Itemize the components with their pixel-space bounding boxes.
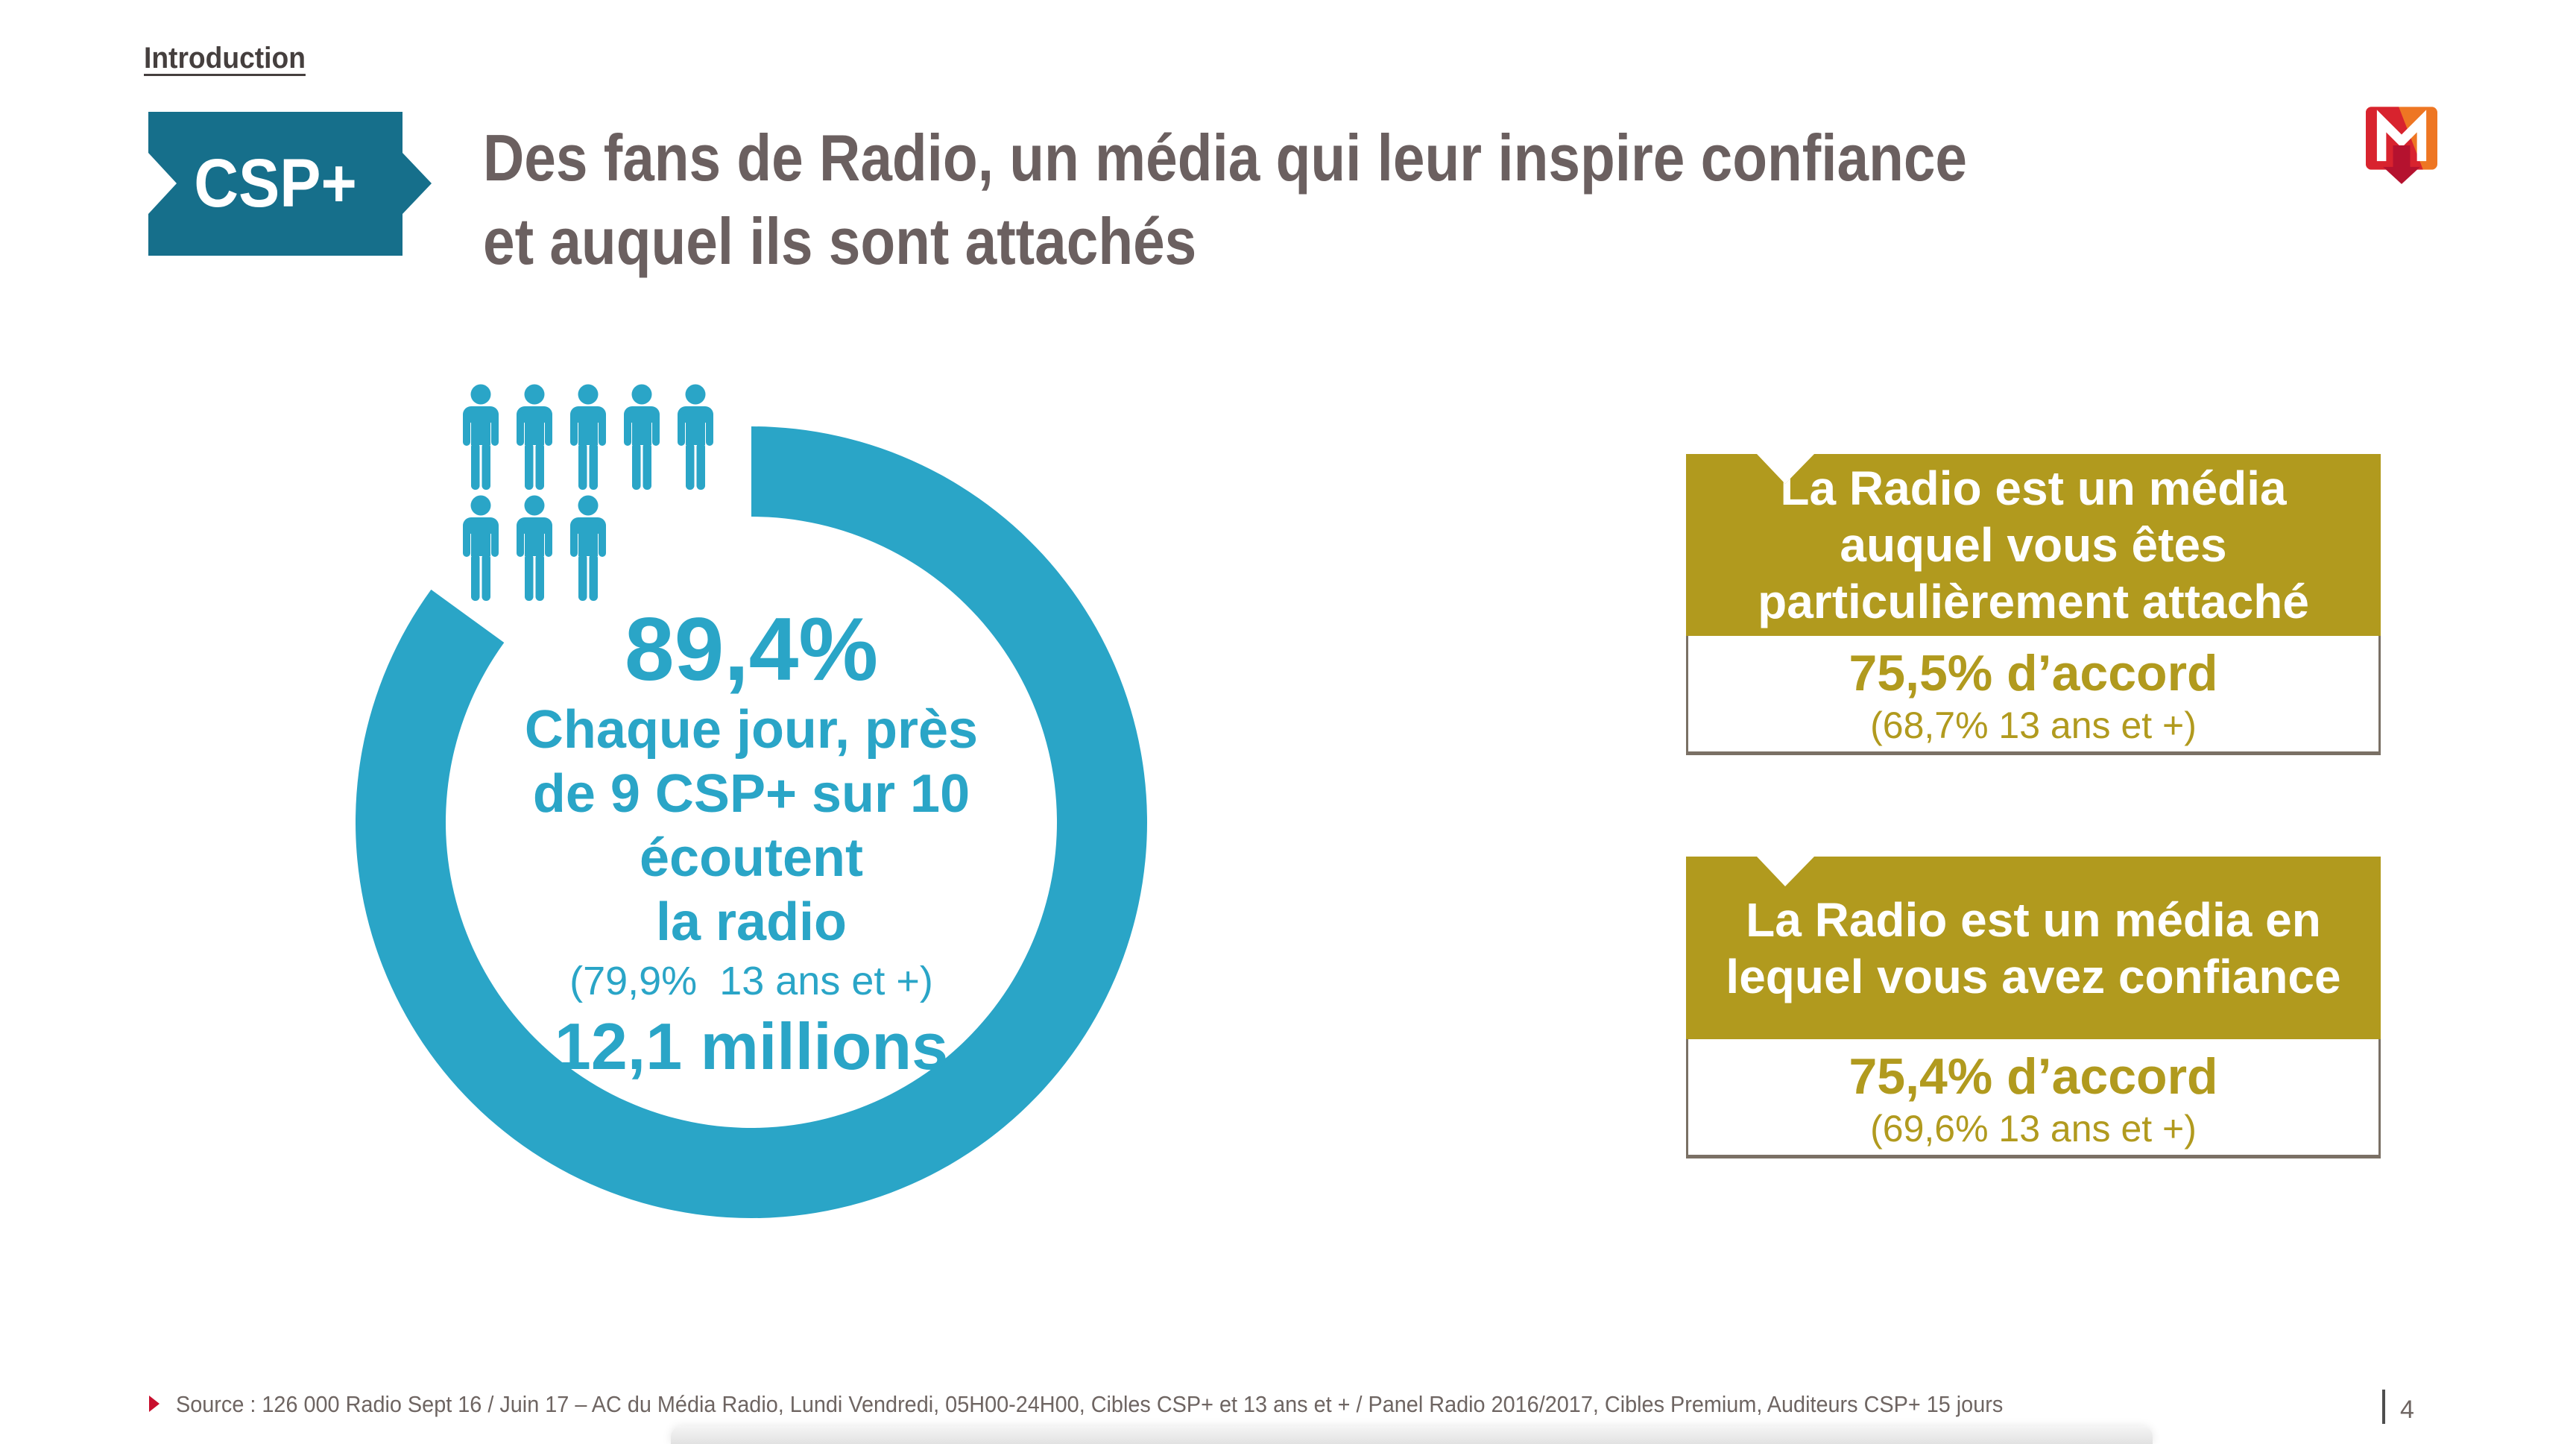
- page-number: 4: [2400, 1396, 2414, 1424]
- page-title-line2: et auquel ils sont attachés: [483, 204, 1197, 278]
- donut-caption-line: la radio: [655, 892, 847, 952]
- donut-center-text: 89,4% Chaque jour, près de 9 CSP+ sur 10…: [490, 601, 1012, 1085]
- agree-value: 75,5% d’accord: [1849, 645, 2218, 701]
- donut-caption-line: de 9 CSP+ sur 10: [532, 764, 970, 824]
- mediametrie-logo-icon: [2366, 107, 2437, 184]
- agree-value: 75,4% d’accord: [1849, 1048, 2218, 1105]
- bottom-scroll-strip[interactable]: [671, 1426, 2153, 1444]
- source-note: Source : 126 000 Radio Sept 16 / Juin 17…: [176, 1391, 2004, 1417]
- donut-subnote: (79,9% 13 ans et +): [569, 959, 933, 1003]
- csp-badge-ribbon: [148, 112, 432, 256]
- trust-callout-result: 75,4% d’accord (69,6% 13 ans et +): [1686, 1039, 2381, 1158]
- callout-statement-line: particulièrement attaché: [1758, 575, 2309, 628]
- source-bullet-icon: [149, 1396, 160, 1412]
- callout-statement-line: La Radio est un média en: [1746, 892, 2321, 947]
- attachment-callout-result: 75,5% d’accord (68,7% 13 ans et +): [1686, 636, 2381, 755]
- callout-statement-line: auquel vous êtes: [1840, 518, 2227, 572]
- trust-callout-header: La Radio est un média en lequel vous ave…: [1686, 857, 2381, 1039]
- agree-note: (69,6% 13 ans et +): [1870, 1108, 2197, 1150]
- breadcrumb: Introduction: [144, 42, 306, 75]
- page-title: Des fans de Radio, un média qui leur ins…: [483, 116, 2052, 283]
- callout-statement-line: lequel vous avez confiance: [1726, 949, 2341, 1003]
- page-number-divider: [2382, 1390, 2385, 1424]
- csp-badge-label: CSP+: [194, 145, 357, 221]
- donut-caption-line: écoutent: [639, 828, 864, 888]
- trust-callout: La Radio est un média en lequel vous ave…: [1686, 857, 2381, 1162]
- attachment-callout-header: La Radio est un média auquel vous êtes p…: [1686, 454, 2381, 636]
- donut-headline-value: 89,4%: [624, 599, 879, 699]
- page-title-line1: Des fans de Radio, un média qui leur ins…: [483, 121, 1968, 195]
- donut-reach-value: 12,1 millions: [554, 1009, 949, 1083]
- agree-note: (68,7% 13 ans et +): [1870, 704, 2197, 746]
- callout-statement-line: La Radio est un média: [1780, 461, 2287, 515]
- donut-caption-line: Chaque jour, près: [524, 700, 979, 760]
- attachment-callout: La Radio est un média auquel vous êtes p…: [1686, 454, 2381, 759]
